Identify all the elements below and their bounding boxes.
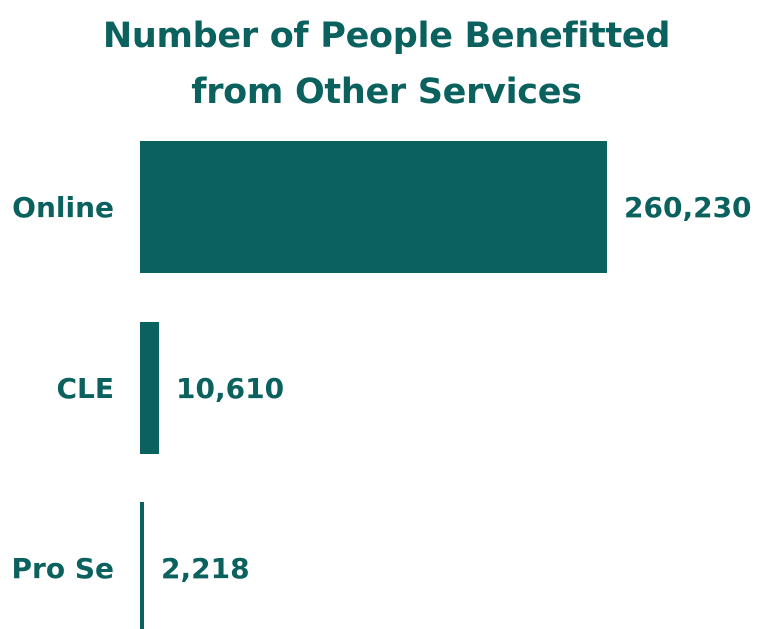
bar-cle: [140, 322, 160, 454]
chart-title: Number of People Benefitted from Other S…: [0, 8, 773, 120]
bar-pro-se: [140, 502, 144, 629]
category-label-cle: CLE: [56, 372, 114, 405]
bar-online: [140, 141, 607, 273]
category-label-pro-se: Pro Se: [12, 552, 114, 585]
value-label-online: 260,230: [624, 191, 752, 224]
value-label-pro-se: 2,218: [161, 552, 250, 585]
bar-group: Online 260,230 CLE 10,610 Pro Se 2,218: [12, 141, 752, 629]
category-label-online: Online: [12, 191, 114, 224]
value-label-cle: 10,610: [176, 372, 284, 405]
chart-title-line-1: Number of People Benefitted: [102, 16, 671, 56]
chart-title-line-2: from Other Services: [191, 72, 582, 112]
